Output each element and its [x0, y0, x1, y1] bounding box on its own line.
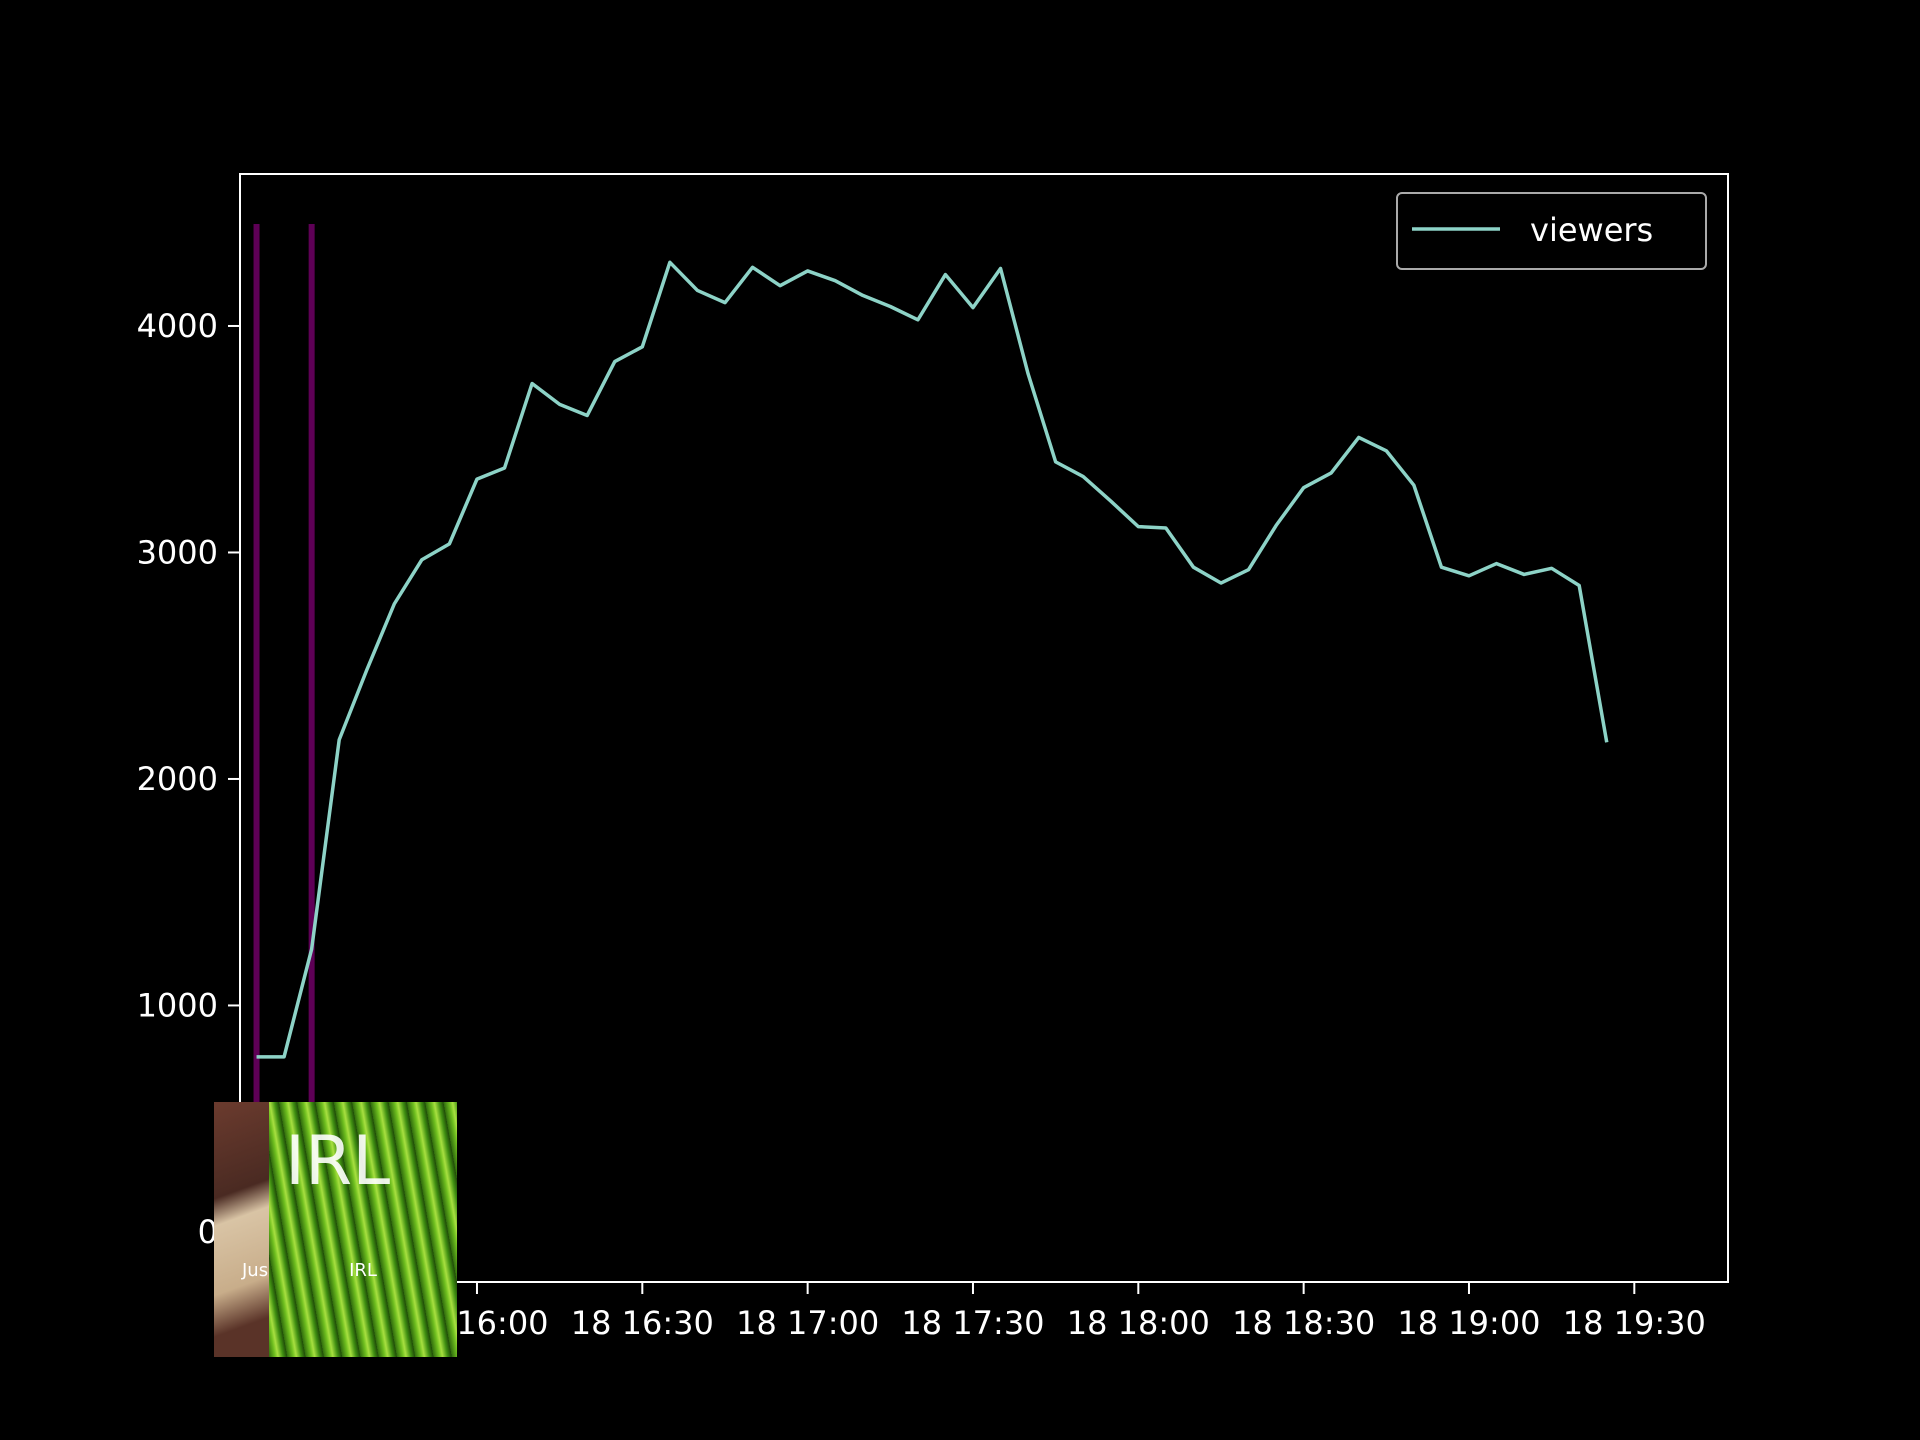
- x-tick-label: 18 17:00: [736, 1304, 879, 1342]
- y-tick-label: 2000: [137, 760, 218, 798]
- legend-box: [1396, 192, 1707, 270]
- x-tick-label: 18 19:30: [1563, 1304, 1706, 1342]
- x-tick-label: 18 18:30: [1232, 1304, 1375, 1342]
- series-line-viewers: [256, 260, 1609, 1059]
- legend-label-viewers: viewers: [1530, 211, 1653, 249]
- y-tick-label: 1000: [137, 986, 218, 1024]
- thumbnail-title: IRL: [285, 1122, 391, 1201]
- y-tick-label: 3000: [137, 533, 218, 571]
- category-thumbnail-irl: IRL IRL: [269, 1102, 457, 1357]
- x-tick-label: 18 17:30: [901, 1304, 1044, 1342]
- y-tick-label: 4000: [137, 307, 218, 345]
- y-tick-label: 0: [198, 1213, 218, 1251]
- x-tick-label: 18 18:00: [1067, 1304, 1210, 1342]
- category-thumbnail-just-chatting: Jus: [214, 1102, 274, 1357]
- axes-frame: [239, 173, 1729, 1283]
- x-tick-label: 18 19:00: [1397, 1304, 1540, 1342]
- legend: viewers: [1396, 192, 1707, 270]
- thumbnail-caption: IRL: [349, 1260, 377, 1281]
- x-tick-label: 18 16:30: [571, 1304, 714, 1342]
- thumbnail-caption: Jus: [242, 1260, 269, 1281]
